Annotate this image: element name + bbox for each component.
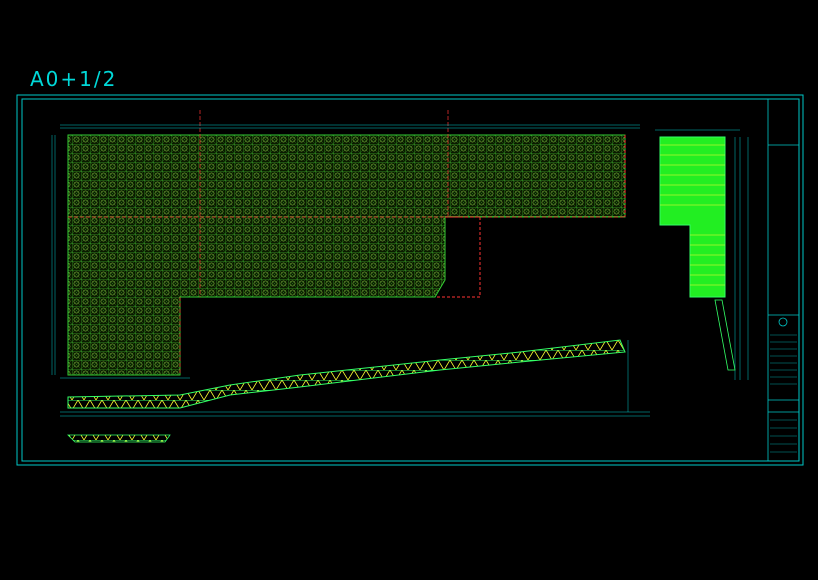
title-block	[767, 99, 799, 461]
inner-frame	[21, 98, 800, 462]
outer-frame	[16, 94, 804, 466]
sheet-size-title: A0+1/2	[30, 67, 117, 91]
roof-plan	[51, 110, 640, 379]
side-elevation	[655, 129, 749, 380]
section-truss	[60, 339, 650, 443]
